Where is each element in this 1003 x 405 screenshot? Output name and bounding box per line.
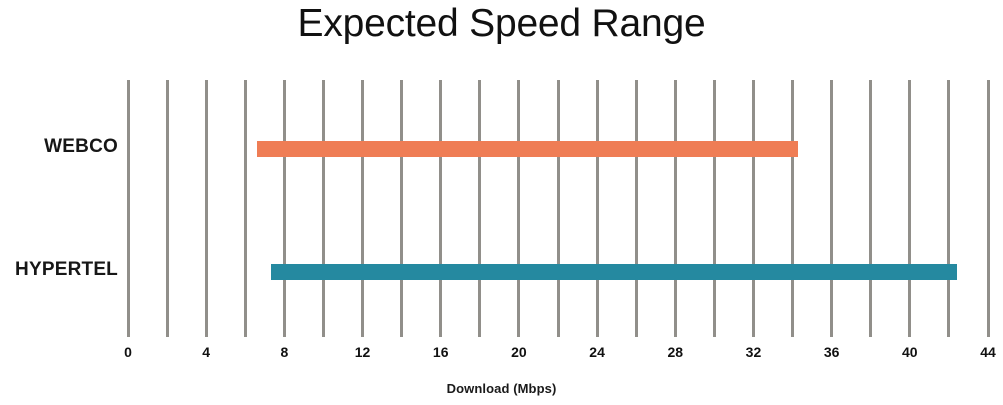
gridline bbox=[165, 80, 169, 337]
gridline bbox=[986, 80, 990, 337]
x-tick-label: 44 bbox=[980, 344, 996, 360]
x-axis-title: Download (Mbps) bbox=[446, 381, 557, 396]
gridline bbox=[791, 80, 795, 337]
gridline bbox=[126, 80, 130, 337]
gridline bbox=[282, 80, 286, 337]
gridline bbox=[439, 80, 443, 337]
y-axis-category-labels: WEBCO HYPERTEL bbox=[0, 0, 118, 405]
gridline bbox=[595, 80, 599, 337]
x-tick-label: 28 bbox=[667, 344, 684, 360]
gridline bbox=[634, 80, 638, 337]
gridline bbox=[947, 80, 951, 337]
gridline bbox=[400, 80, 404, 337]
gridline bbox=[556, 80, 560, 337]
range-bar-webco[interactable] bbox=[257, 141, 799, 157]
gridline bbox=[751, 80, 755, 337]
gridline bbox=[517, 80, 521, 337]
x-tick-label: 0 bbox=[124, 344, 132, 360]
plot-area bbox=[126, 80, 990, 337]
gridline bbox=[712, 80, 716, 337]
x-axis-tick-labels: 0 4 8 12 16 20 24 28 32 36 40 44 bbox=[0, 344, 1003, 366]
x-tick-label: 36 bbox=[823, 344, 840, 360]
gridline bbox=[361, 80, 365, 337]
x-tick-label: 16 bbox=[432, 344, 449, 360]
gridline bbox=[869, 80, 873, 337]
x-tick-label: 20 bbox=[511, 344, 527, 360]
x-tick-label: 4 bbox=[202, 344, 211, 360]
gridline bbox=[673, 80, 677, 337]
gridline bbox=[243, 80, 247, 337]
category-label-webco: WEBCO bbox=[44, 136, 118, 157]
range-bar-hypertel[interactable] bbox=[270, 264, 957, 280]
x-tick-label: 8 bbox=[280, 344, 289, 360]
x-tick-label: 32 bbox=[745, 344, 762, 360]
x-tick-label: 24 bbox=[589, 344, 605, 360]
gridline bbox=[478, 80, 482, 337]
x-tick-label: 40 bbox=[902, 344, 918, 360]
gridline bbox=[204, 80, 208, 337]
gridline bbox=[321, 80, 325, 337]
chart-title: Expected Speed Range bbox=[297, 2, 706, 45]
category-label-hypertel: HYPERTEL bbox=[15, 259, 118, 280]
gridline bbox=[830, 80, 834, 337]
gridline bbox=[908, 80, 912, 337]
x-tick-label: 12 bbox=[354, 344, 371, 360]
